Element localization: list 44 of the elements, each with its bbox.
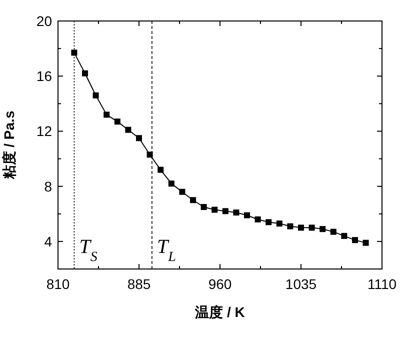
point <box>146 152 153 158</box>
point <box>104 112 110 118</box>
point <box>330 228 336 235</box>
point <box>168 180 174 187</box>
y-tick-label: 8 <box>44 178 52 194</box>
ref-line-label: T$_{S}$ <box>79 236 98 264</box>
point <box>341 232 348 239</box>
point <box>352 237 358 244</box>
y-tick-label: 12 <box>36 123 52 140</box>
point <box>136 135 142 142</box>
point <box>179 188 186 195</box>
x-axis-title: 温度 / K <box>194 304 245 320</box>
x-tick-label: 1035 <box>285 276 317 292</box>
x-tick-label: 810 <box>46 276 70 292</box>
point <box>190 197 196 204</box>
point <box>125 126 132 133</box>
point <box>254 216 261 222</box>
point <box>212 206 218 213</box>
x-tick-label: 885 <box>127 276 151 292</box>
point <box>244 212 250 218</box>
ref-line: T$_{L}$ <box>152 20 176 270</box>
point <box>71 50 78 56</box>
point <box>114 118 120 125</box>
point <box>200 204 207 210</box>
ref-line-label: T$_{L}$ <box>156 236 176 264</box>
ref-line: T$_{S}$ <box>74 20 98 270</box>
y-tick-label: 16 <box>36 68 52 84</box>
x-tick-label: 1110 <box>367 276 397 292</box>
x-tick-label: 960 <box>208 276 232 292</box>
point <box>92 92 99 98</box>
y-tick-label: 4 <box>44 233 52 250</box>
point <box>266 219 272 226</box>
point <box>233 210 240 216</box>
y-axis-title: 粘度 / Pa.s <box>1 110 17 180</box>
point <box>298 224 304 231</box>
point <box>82 70 88 76</box>
point <box>276 220 282 227</box>
point <box>320 226 326 232</box>
point <box>362 240 369 246</box>
point <box>158 166 164 173</box>
y-tick-label: 20 <box>36 13 52 29</box>
point <box>308 224 315 231</box>
point <box>222 208 228 214</box>
point <box>287 223 294 230</box>
